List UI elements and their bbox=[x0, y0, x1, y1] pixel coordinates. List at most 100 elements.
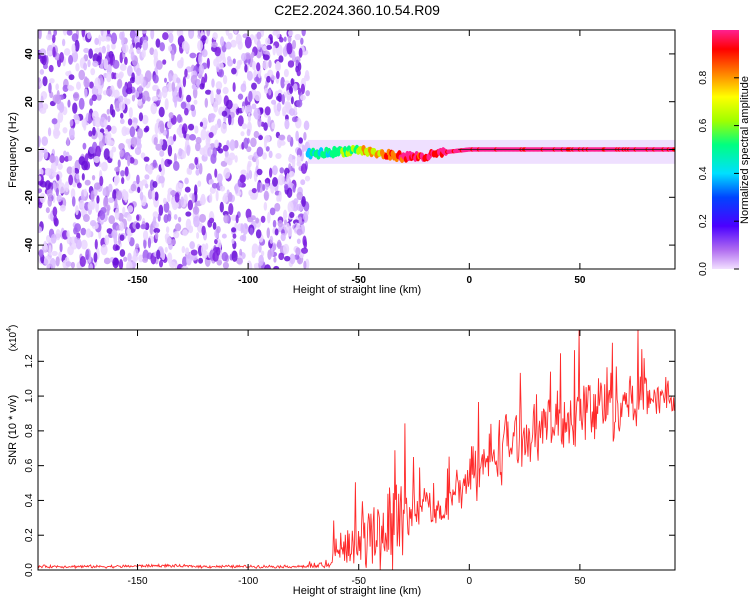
noise-blob bbox=[47, 197, 53, 207]
noise-blob bbox=[114, 198, 118, 209]
spectrogram-y-label: Frequency (Hz) bbox=[7, 112, 19, 188]
noise-blob bbox=[287, 60, 295, 68]
noise-blob bbox=[115, 245, 120, 251]
snr-y-scale: (x104) bbox=[6, 325, 19, 352]
noise-blob bbox=[176, 127, 183, 136]
noise-blob bbox=[106, 44, 110, 51]
noise-blob bbox=[188, 30, 195, 39]
noise-blob bbox=[303, 120, 310, 131]
noise-blob bbox=[296, 154, 302, 164]
noise-blob bbox=[119, 52, 124, 64]
noise-blob bbox=[271, 165, 278, 176]
x-tick-label: 50 bbox=[574, 576, 586, 587]
noise-blob bbox=[156, 89, 160, 95]
noise-blob bbox=[92, 60, 99, 67]
spectrogram-noise-field bbox=[38, 30, 311, 269]
noise-blob bbox=[188, 123, 195, 131]
noise-blob bbox=[240, 131, 245, 137]
noise-blob bbox=[106, 228, 113, 234]
noise-blob bbox=[143, 238, 147, 249]
noise-blob bbox=[201, 49, 208, 58]
noise-blob bbox=[81, 173, 85, 181]
noise-blob bbox=[194, 157, 199, 166]
noise-blob bbox=[265, 37, 271, 46]
noise-blob bbox=[245, 208, 252, 220]
noise-blob bbox=[278, 134, 286, 141]
snr-y-label: SNR (10 * v/v) bbox=[7, 395, 19, 465]
noise-blob bbox=[159, 123, 165, 134]
noise-blob bbox=[213, 58, 219, 67]
noise-blob bbox=[216, 173, 223, 183]
noise-blob bbox=[57, 111, 64, 123]
noise-blob bbox=[293, 198, 299, 204]
noise-blob bbox=[38, 249, 44, 258]
noise-blob bbox=[51, 118, 58, 125]
noise-blob bbox=[165, 226, 170, 234]
noise-blob bbox=[190, 74, 198, 85]
noise-blob bbox=[105, 88, 113, 97]
noise-blob bbox=[68, 74, 75, 81]
noise-blob bbox=[103, 58, 109, 70]
noise-blob bbox=[288, 86, 294, 94]
noise-blob bbox=[176, 77, 181, 84]
noise-blob bbox=[296, 69, 301, 77]
noise-blob bbox=[118, 100, 126, 111]
noise-blob bbox=[204, 72, 208, 83]
noise-blob bbox=[108, 183, 113, 193]
spectrogram-signal-track bbox=[305, 139, 675, 164]
noise-blob bbox=[123, 256, 128, 262]
noise-blob bbox=[39, 192, 46, 204]
noise-blob bbox=[276, 102, 282, 112]
snr-x-label: Height of straight line (km) bbox=[293, 585, 421, 597]
noise-blob bbox=[228, 152, 236, 161]
snr-series bbox=[38, 330, 675, 570]
noise-blob bbox=[298, 47, 303, 58]
noise-blob bbox=[111, 229, 118, 239]
noise-blob bbox=[107, 115, 111, 123]
noise-blob bbox=[50, 162, 57, 173]
noise-blob bbox=[208, 217, 215, 224]
noise-blob bbox=[87, 59, 91, 68]
noise-blob bbox=[139, 73, 144, 85]
noise-blob bbox=[291, 159, 296, 169]
noise-blob bbox=[167, 121, 173, 129]
noise-blob bbox=[210, 90, 214, 102]
noise-blob bbox=[127, 65, 133, 77]
noise-blob bbox=[194, 142, 201, 152]
noise-blob bbox=[302, 235, 307, 247]
noise-blob bbox=[177, 216, 182, 223]
noise-blob bbox=[278, 140, 286, 146]
noise-blob bbox=[301, 144, 306, 153]
noise-blob bbox=[71, 196, 76, 207]
noise-blob bbox=[57, 163, 63, 170]
noise-blob bbox=[129, 157, 135, 164]
noise-blob bbox=[236, 59, 241, 70]
noise-blob bbox=[74, 39, 80, 52]
noise-blob bbox=[218, 62, 224, 70]
noise-blob bbox=[89, 146, 95, 155]
noise-blob bbox=[241, 123, 248, 130]
noise-blob bbox=[71, 50, 79, 63]
noise-blob bbox=[89, 220, 97, 227]
noise-blob bbox=[171, 81, 176, 92]
noise-blob bbox=[222, 194, 229, 204]
noise-blob bbox=[288, 30, 294, 37]
noise-blob bbox=[112, 59, 120, 70]
noise-blob bbox=[159, 138, 164, 146]
noise-blob bbox=[304, 69, 310, 80]
noise-blob bbox=[190, 104, 195, 112]
noise-blob bbox=[152, 74, 159, 84]
noise-blob bbox=[120, 112, 124, 119]
noise-blob bbox=[245, 104, 253, 115]
noise-blob bbox=[271, 122, 276, 130]
noise-blob bbox=[38, 149, 44, 161]
noise-blob bbox=[71, 165, 75, 176]
noise-blob bbox=[231, 250, 238, 262]
noise-blob bbox=[154, 122, 159, 135]
noise-blob bbox=[304, 175, 311, 182]
noise-blob bbox=[114, 166, 120, 172]
noise-blob bbox=[225, 30, 230, 37]
noise-blob bbox=[283, 183, 289, 191]
noise-blob bbox=[286, 134, 292, 143]
noise-blob bbox=[153, 136, 158, 146]
